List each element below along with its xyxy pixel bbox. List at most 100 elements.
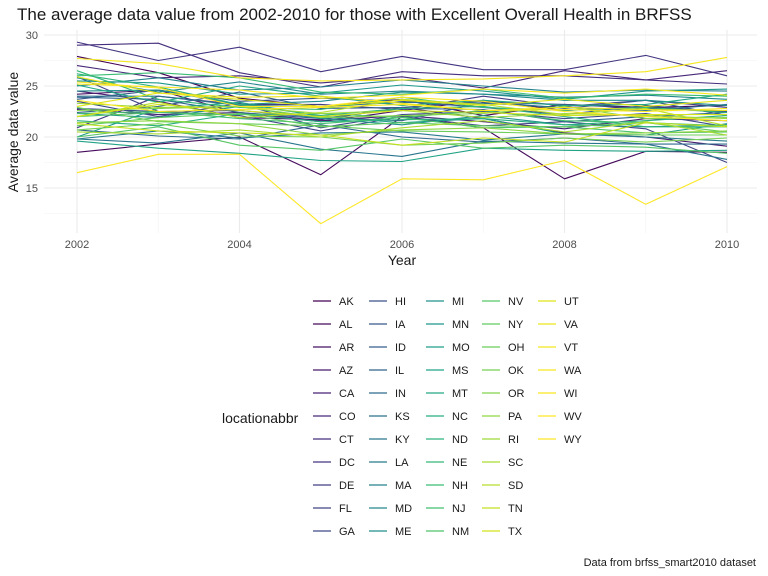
- legend-item-az: AZ: [313, 365, 353, 377]
- legend-label: NC: [452, 411, 468, 423]
- legend-label: PA: [508, 411, 523, 423]
- legend-label: FL: [339, 503, 352, 515]
- x-tick-label: 2010: [715, 239, 739, 251]
- x-tick-label: 2008: [552, 239, 576, 251]
- legend-item-ga: GA: [313, 526, 356, 538]
- legend-label: OK: [508, 365, 525, 377]
- series-line-nh: [76, 72, 728, 99]
- legend-item-fl: FL: [313, 503, 352, 515]
- legend-label: IA: [395, 319, 406, 331]
- y-tick-label: 25: [26, 81, 38, 93]
- legend-item-wi: WI: [538, 388, 577, 400]
- legend-item-la: LA: [369, 457, 409, 469]
- legend-label: DE: [339, 480, 354, 492]
- legend-item-ut: UT: [538, 296, 579, 308]
- series-line-oh: [76, 106, 727, 136]
- legend-item-va: VA: [538, 319, 579, 331]
- series-line-pa: [76, 120, 728, 136]
- legend-item-co: CO: [313, 411, 356, 423]
- legend-label: WV: [564, 411, 582, 423]
- legend-label: NE: [452, 457, 467, 469]
- legend-item-ar: AR: [313, 342, 354, 354]
- legend-item-nv: NV: [482, 296, 524, 308]
- legend-label: CT: [339, 434, 354, 446]
- legend-label: GA: [339, 526, 356, 538]
- series-line-wi: [76, 99, 728, 113]
- y-axis-ticks: 15 20 25 30: [26, 30, 38, 195]
- legend-item-mn: MN: [426, 319, 469, 331]
- series-line-tn: [76, 122, 728, 146]
- legend-label: AZ: [339, 365, 353, 377]
- legend-item-ky: KY: [369, 434, 410, 446]
- legend-label: CO: [339, 411, 356, 423]
- legend-label: KY: [395, 434, 410, 446]
- legend-label: HI: [395, 296, 406, 308]
- series-lines: [76, 41, 728, 225]
- legend-item-nj: NJ: [426, 503, 465, 515]
- legend-item-wv: WV: [538, 411, 582, 423]
- legend-label: WI: [564, 388, 577, 400]
- legend-label: MI: [452, 296, 464, 308]
- x-tick-label: 2004: [227, 239, 251, 251]
- x-tick-label: 2006: [390, 239, 414, 251]
- legend-label: MT: [452, 388, 468, 400]
- legend-label: SD: [508, 480, 523, 492]
- legend-item-tn: TN: [482, 503, 523, 515]
- legend-label: VT: [564, 342, 578, 354]
- series-line-ms: [76, 140, 728, 163]
- legend-item-ri: RI: [482, 434, 519, 446]
- legend-item-hi: HI: [369, 296, 406, 308]
- legend-item-nc: NC: [426, 411, 468, 423]
- series-line-ut: [76, 92, 728, 107]
- series-line-mn: [76, 80, 728, 100]
- chart-caption: Data from brfss_smart2010 dataset: [584, 557, 756, 569]
- legend-item-ia: IA: [369, 319, 406, 331]
- series-line-wy: [76, 81, 728, 122]
- legend-label: NH: [452, 480, 468, 492]
- legend-item-il: IL: [369, 365, 404, 377]
- legend-item-nd: ND: [426, 434, 468, 446]
- legend-label: VA: [564, 319, 579, 331]
- legend-label: SC: [508, 457, 523, 469]
- legend-item-in: IN: [369, 388, 406, 400]
- legend-item-ks: KS: [369, 411, 410, 423]
- legend-label: IN: [395, 388, 406, 400]
- legend-label: NJ: [452, 503, 465, 515]
- y-tick-label: 20: [26, 132, 38, 144]
- legend-label: KS: [395, 411, 410, 423]
- legend-item-ma: MA: [369, 480, 412, 492]
- legend-item-tx: TX: [482, 526, 523, 538]
- legend-title: locationabbr: [222, 410, 299, 426]
- legend-label: MN: [452, 319, 469, 331]
- legend-label: TX: [508, 526, 523, 538]
- legend-label: WY: [564, 434, 582, 446]
- legend-label: MO: [452, 342, 470, 354]
- legend-label: NM: [452, 526, 469, 538]
- series-line-sc: [76, 120, 728, 138]
- series-line-mt: [76, 84, 728, 106]
- legend-label: IL: [395, 365, 404, 377]
- legend-item-me: ME: [369, 526, 412, 538]
- series-line-in: [76, 124, 727, 145]
- series-line-co: [76, 65, 728, 89]
- legend-label: TN: [508, 503, 523, 515]
- legend-item-ok: OK: [482, 365, 525, 377]
- legend-item-nh: NH: [426, 480, 468, 492]
- legend-item-de: DE: [313, 480, 354, 492]
- legend-item-mt: MT: [426, 388, 468, 400]
- y-tick-label: 15: [26, 183, 38, 195]
- legend-item-ne: NE: [426, 457, 467, 469]
- legend-item-ms: MS: [426, 365, 469, 377]
- legend-label: NV: [508, 296, 524, 308]
- series-line-dc: [76, 41, 728, 77]
- legend-label: DC: [339, 457, 355, 469]
- legend: AK AL AR AZ CA CO CT DC DE FL GA HI IA ID IL IN KS KY LA MA…: [313, 296, 582, 538]
- legend-item-ny: NY: [482, 319, 524, 331]
- series-line-wv: [76, 153, 728, 225]
- legend-item-mo: MO: [426, 342, 470, 354]
- legend-item-pa: PA: [482, 411, 523, 423]
- legend-item-sd: SD: [482, 480, 523, 492]
- chart-title: The average data value from 2002-2010 fo…: [17, 5, 692, 24]
- legend-label: AK: [339, 296, 354, 308]
- y-tick-label: 30: [26, 30, 38, 42]
